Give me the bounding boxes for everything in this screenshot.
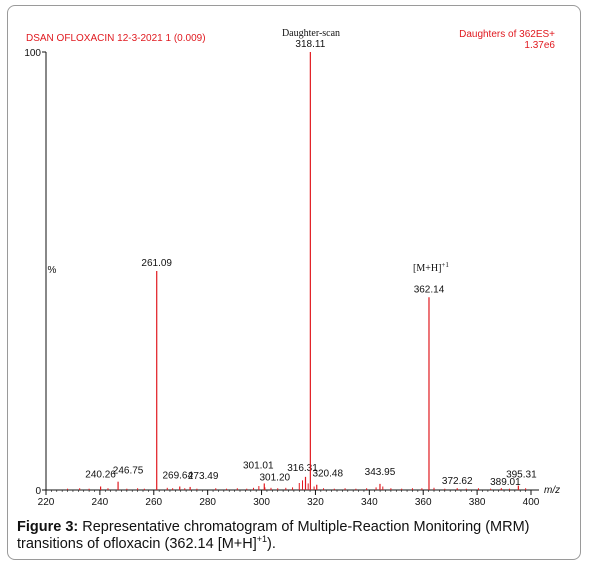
peak-label: 261.09	[141, 258, 172, 269]
header-center: Daughter-scan	[282, 28, 340, 39]
caption-text: Representative chromatogram of Multiple-…	[17, 519, 530, 552]
caption-end: ).	[267, 536, 276, 552]
x-tick-label: 300	[253, 497, 270, 508]
x-tick-label: 280	[199, 497, 216, 508]
peak-label: 320.48	[312, 469, 343, 480]
peak-label: 246.75	[113, 466, 144, 477]
peak-label: 301.01	[243, 460, 274, 471]
x-tick-label: 260	[145, 497, 162, 508]
caption-label: Figure 3:	[17, 519, 79, 535]
x-tick-label: 360	[415, 497, 432, 508]
figure-frame	[7, 5, 581, 560]
annotation-text: [M+H]	[413, 263, 441, 274]
caption-superscript: +1	[256, 534, 268, 545]
peak-label: 318.11	[295, 39, 325, 50]
peak-label: 372.62	[442, 476, 473, 487]
x-tick-label: 400	[523, 497, 540, 508]
annotation-superscript: +1	[441, 261, 449, 269]
peak-label: 395.31	[506, 470, 537, 481]
y-tick-label: 100	[24, 48, 41, 59]
peak-label: 301.20	[259, 472, 290, 483]
x-tick-label: 340	[361, 497, 378, 508]
y-tick-label: 0	[35, 486, 41, 497]
header-left: DSAN OFLOXACIN 12-3-2021 1 (0.009)	[26, 33, 206, 44]
peak-label: 362.14	[414, 284, 445, 295]
peak-label: 316.31	[287, 463, 318, 474]
x-tick-label: 240	[92, 497, 109, 508]
noise-peaks	[67, 480, 527, 490]
x-tick-label: 380	[469, 497, 486, 508]
axes: 220 240 260 280 300 320 340 360 380 400 0 100	[24, 48, 539, 508]
x-tick-label: 320	[307, 497, 324, 508]
figure-caption: Figure 3: Representative chromatogram of…	[17, 519, 577, 553]
peak-label: 389.01	[490, 477, 521, 488]
peak-label: 240.26	[85, 469, 116, 480]
header-right-line2: 1.37e6	[524, 40, 555, 51]
header-right-line1: Daughters of 362ES+	[459, 29, 555, 40]
y-axis-label: %	[48, 265, 57, 276]
peak-label: 273.49	[188, 471, 219, 482]
x-tick-label: 220	[38, 497, 55, 508]
svg-text:[M+H]+1: [M+H]+1	[413, 261, 449, 274]
peak-label: 269.64	[162, 470, 193, 481]
x-axis-label: m/z	[544, 485, 560, 496]
annotation: [M+H]+1	[413, 261, 449, 274]
peak-label: 343.95	[365, 467, 396, 478]
